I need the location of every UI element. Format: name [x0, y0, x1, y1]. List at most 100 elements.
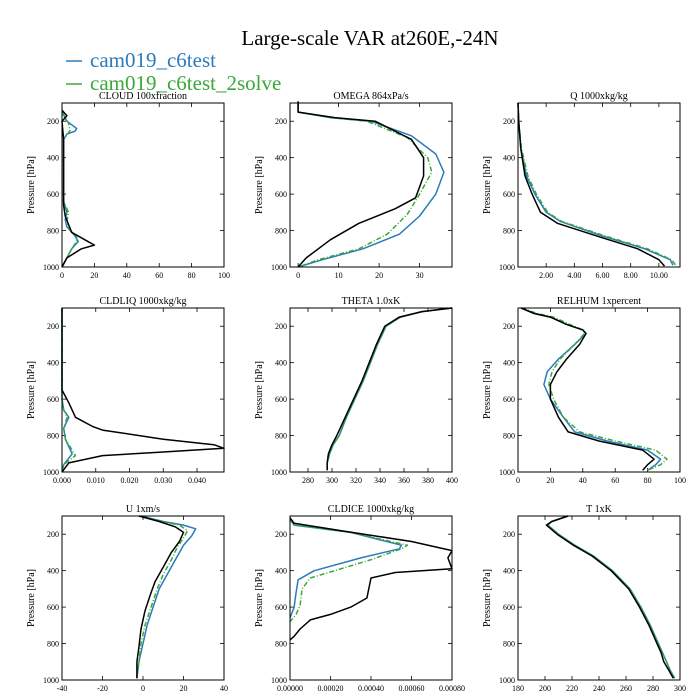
- y-tick-label: 600: [503, 603, 515, 612]
- x-tick-label: 60: [155, 271, 163, 280]
- panel-5: THETA 1.0xK Pressure [hPa] 200 400 600 800 100…: [254, 296, 458, 485]
- y-tick-label: 1000: [271, 468, 287, 477]
- y-tick-label: 1000: [43, 468, 59, 477]
- x-tick-label: 8.00: [624, 271, 638, 280]
- series-line-2: [61, 111, 78, 268]
- y-tick-label: 1000: [499, 468, 515, 477]
- plot-frame: [517, 515, 681, 681]
- x-tick-label: 300: [674, 684, 686, 693]
- y-tick-label: 400: [275, 359, 287, 368]
- y-tick-label: 800: [275, 432, 287, 441]
- y-tick-label: 600: [47, 603, 59, 612]
- y-tick-label: 600: [47, 395, 59, 404]
- x-tick-label: 0: [141, 684, 145, 693]
- panel-title: OMEGA 864xPa/s: [333, 91, 408, 102]
- series-line-1: [136, 515, 197, 679]
- panel-title: RELHUM 1xpercent: [557, 296, 641, 307]
- x-tick-label: 100: [674, 476, 686, 485]
- x-tick-label: 0.000: [53, 476, 71, 485]
- series-line-3: [289, 517, 453, 641]
- plot-frame: [517, 102, 681, 268]
- y-tick-label: 400: [503, 359, 515, 368]
- x-tick-label: 0.020: [121, 476, 139, 485]
- x-tick-label: 320: [350, 476, 362, 485]
- y-axis-label: Pressure [hPa]: [26, 361, 37, 419]
- x-tick-label: 40: [579, 476, 587, 485]
- x-tick-label: 240: [593, 684, 605, 693]
- x-tick-label: 360: [398, 476, 410, 485]
- x-tick-label: 0.00020: [318, 684, 344, 693]
- x-tick-label: 380: [422, 476, 434, 485]
- y-tick-label: 200: [503, 530, 515, 539]
- y-axis-label: Pressure [hPa]: [254, 156, 265, 214]
- x-tick-label: 40: [220, 684, 228, 693]
- series-line-3: [297, 101, 425, 268]
- x-tick-label: 60: [611, 476, 619, 485]
- y-tick-label: 800: [275, 227, 287, 236]
- series-line-3: [61, 308, 225, 473]
- x-tick-label: 30: [416, 271, 424, 280]
- x-tick-label: 0.00040: [358, 684, 384, 693]
- y-tick-label: 800: [47, 227, 59, 236]
- plot-frame: [517, 307, 681, 473]
- x-tick-label: 20: [180, 684, 188, 693]
- plot-frame: [61, 307, 225, 473]
- y-tick-label: 600: [275, 190, 287, 199]
- y-tick-label: 400: [503, 154, 515, 163]
- plot-frame: [61, 102, 225, 268]
- x-tick-label: 0.00080: [439, 684, 465, 693]
- y-tick-label: 400: [275, 154, 287, 163]
- plot-frame: [289, 515, 453, 681]
- x-tick-label: -40: [57, 684, 68, 693]
- x-tick-label: 0.00000: [277, 684, 303, 693]
- panel-title: THETA 1.0xK: [342, 296, 401, 307]
- y-tick-label: 1000: [499, 263, 515, 272]
- y-axis-label: Pressure [hPa]: [26, 156, 37, 214]
- y-tick-label: 400: [503, 567, 515, 576]
- series-line-2: [297, 103, 433, 268]
- y-tick-label: 800: [275, 640, 287, 649]
- y-tick-label: 1000: [271, 676, 287, 685]
- y-tick-label: 200: [47, 530, 59, 539]
- x-tick-label: 20: [90, 271, 98, 280]
- x-tick-label: 220: [566, 684, 578, 693]
- x-tick-label: 300: [326, 476, 338, 485]
- panel-4: CLDLIQ 1000xkg/kg Pressure [hPa] 200 400 600…: [26, 296, 225, 485]
- x-tick-label: 180: [512, 684, 524, 693]
- x-tick-label: -20: [97, 684, 108, 693]
- x-tick-label: 2.00: [539, 271, 553, 280]
- x-tick-label: 6.00: [596, 271, 610, 280]
- y-tick-label: 600: [503, 190, 515, 199]
- y-tick-label: 200: [275, 322, 287, 331]
- panel-title: Q 1000xkg/kg: [570, 91, 628, 102]
- panel-title: CLDLIQ 1000xkg/kg: [100, 296, 187, 307]
- figure-title: Large-scale VAR at260E,-24N: [241, 26, 498, 50]
- y-tick-label: 200: [503, 117, 515, 126]
- y-tick-label: 800: [503, 227, 515, 236]
- y-tick-label: 200: [503, 322, 515, 331]
- series-line-2: [136, 515, 189, 679]
- y-tick-label: 800: [503, 640, 515, 649]
- series-line-3: [545, 515, 674, 679]
- y-tick-label: 200: [47, 117, 59, 126]
- x-tick-label: 0.00060: [399, 684, 425, 693]
- panel-title: T 1xK: [586, 504, 612, 515]
- y-tick-label: 400: [275, 567, 287, 576]
- legend-label-1: cam019_c6test: [90, 48, 216, 72]
- series-line-2: [520, 307, 668, 471]
- x-tick-label: 340: [374, 476, 386, 485]
- y-tick-label: 800: [47, 640, 59, 649]
- y-axis-label: Pressure [hPa]: [482, 361, 493, 419]
- panel-title: CLOUD 100xfraction: [99, 91, 187, 102]
- series-line-2: [289, 519, 409, 623]
- x-tick-label: 0.030: [154, 476, 172, 485]
- y-tick-label: 1000: [43, 263, 59, 272]
- x-tick-label: 20: [546, 476, 554, 485]
- y-axis-label: Pressure [hPa]: [26, 569, 37, 627]
- plot-frame: [289, 307, 453, 473]
- y-tick-label: 600: [275, 395, 287, 404]
